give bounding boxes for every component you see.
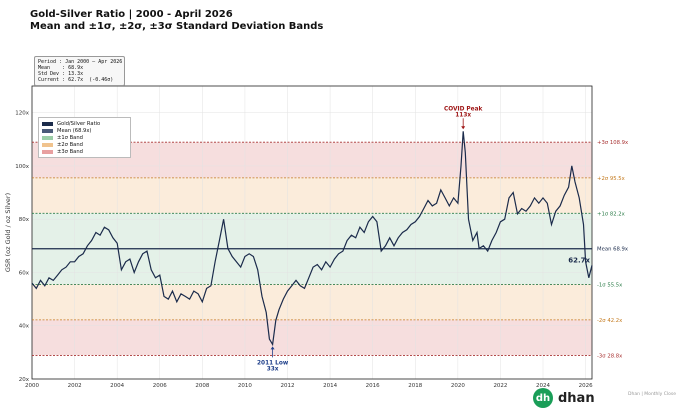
x-tick-label: 2018: [408, 383, 422, 389]
y-tick-label: 20x: [19, 377, 30, 383]
x-tick-label: 2008: [195, 383, 209, 389]
legend-label: ±3σ Band: [57, 148, 83, 155]
band-label: -3σ 28.8x: [597, 354, 622, 360]
axis-ticks: 2000 2002 2004 2006 2008 2010 2012 2014 2016 2018…: [15, 111, 593, 389]
grid: [31, 86, 592, 380]
y-axis-label: GSR (oz Gold / oz Silver): [4, 193, 12, 272]
covid-peak-arrowhead: [461, 126, 466, 130]
legend-item-1sigma: ±1σ Band: [42, 134, 127, 141]
band-lines: [32, 141, 592, 356]
stats-box: Period : Jan 2000 – Apr 2026 Mean : 68.9x…: [34, 56, 125, 86]
legend-item-mean: Mean (68.9x): [42, 127, 127, 134]
low-arrowhead: [270, 346, 275, 350]
current-value-label: 62.7x: [568, 256, 590, 264]
x-tick-label: 2012: [281, 383, 295, 389]
x-tick-label: 2010: [238, 383, 252, 389]
band-fill: [32, 177, 592, 214]
y-tick-label: 80x: [19, 217, 30, 223]
stats-line: Current : 62.7x (-0.46σ): [38, 77, 114, 83]
y-tick-label: 120x: [15, 111, 29, 117]
footer-note: Dhan | Monthly Close: [628, 392, 677, 397]
x-tick-label: 2004: [110, 383, 124, 389]
x-tick-label: 2020: [451, 383, 465, 389]
band-labels: +3σ 108.9x +2σ 95.5x +1σ 82.2x Mean 68.9x -1…: [597, 140, 628, 359]
band-fill: [32, 319, 592, 356]
band-label: +3σ 108.9x: [597, 140, 628, 146]
legend-swatch: [42, 135, 53, 140]
legend-label: ±2σ Band: [57, 141, 83, 148]
legend-swatch: [42, 149, 53, 154]
covid-peak-value: 113x: [455, 112, 471, 118]
band-label: -2σ 42.2x: [597, 318, 622, 324]
x-tick-label: 2000: [25, 383, 39, 389]
stats-line: Mean : 68.9x: [38, 65, 84, 71]
chart-title: Gold-Silver Ratio | 2000 - April 2026 Me…: [30, 9, 323, 33]
y-tick-label: 60x: [19, 270, 30, 276]
band-label: Mean 68.9x: [597, 247, 628, 253]
legend-swatch: [42, 142, 53, 147]
legend-item-ratio: Gold/Silver Ratio: [42, 120, 127, 127]
legend: Gold/Silver Ratio Mean (68.9x) ±1σ Band …: [38, 117, 131, 158]
y-tick-label: 40x: [19, 324, 30, 330]
x-tick-label: 2014: [323, 383, 337, 389]
x-tick-label: 2022: [493, 383, 507, 389]
brand: dh dhan: [533, 388, 595, 408]
legend-swatch: [42, 128, 53, 133]
legend-item-3sigma: ±3σ Band: [42, 148, 127, 155]
stats-line: Period : Jan 2000 – Apr 2026: [38, 59, 123, 65]
low-label: 2011 Low: [257, 360, 289, 366]
legend-item-2sigma: ±2σ Band: [42, 141, 127, 148]
dhan-logo-icon: dh: [533, 388, 553, 408]
x-tick-label: 2026: [579, 383, 593, 389]
plot-frame: [31, 85, 593, 380]
x-tick-label: 2016: [366, 383, 380, 389]
band-label: -1σ 55.5x: [597, 282, 622, 288]
title-line-1: Gold-Silver Ratio | 2000 - April 2026: [30, 9, 233, 20]
legend-label: Gold/Silver Ratio: [57, 120, 101, 127]
gsr-series-line: [31, 131, 593, 347]
title-line-2: Mean and ±1σ, ±2σ, ±3σ Standard Deviatio…: [30, 21, 324, 32]
y-tick-label: 100x: [15, 164, 29, 170]
band-label: +2σ 95.5x: [597, 176, 625, 182]
covid-peak-label: COVID Peak: [444, 106, 483, 112]
legend-label: Mean (68.9x): [57, 127, 92, 134]
stats-line: Std Dev : 13.3x: [38, 71, 84, 77]
legend-label: ±1σ Band: [57, 134, 83, 141]
x-tick-label: 2002: [68, 383, 82, 389]
low-value: 33x: [267, 366, 279, 372]
band-label: +1σ 82.2x: [597, 211, 625, 217]
x-tick-label: 2006: [153, 383, 167, 389]
legend-swatch: [42, 121, 53, 126]
band-fill: [32, 284, 592, 320]
brand-name: dhan: [558, 390, 595, 406]
x-tick-label: 2024: [536, 383, 550, 389]
